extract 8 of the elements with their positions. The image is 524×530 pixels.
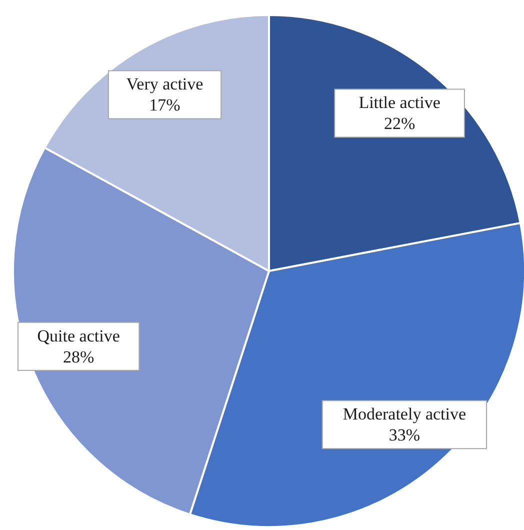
data-label: 33% [388,426,420,445]
data-label: 28% [62,347,94,366]
slice-label: Moderately active [342,404,466,424]
data-label: 17% [149,96,180,115]
slice-label: Quite active [37,326,120,346]
data-label: 22% [384,114,416,134]
slice-label: Little active [358,93,440,112]
slice-label: Very active [126,74,204,94]
